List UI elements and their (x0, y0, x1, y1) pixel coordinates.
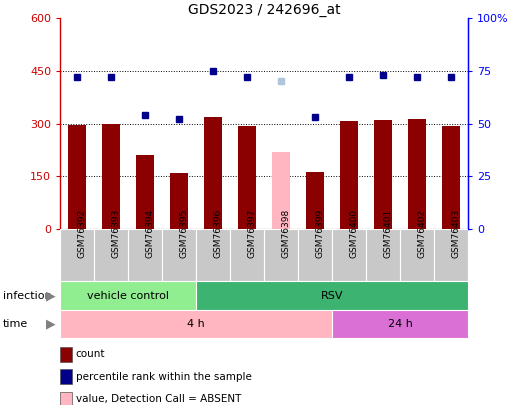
Bar (94, 229, 128, 281)
Text: GSM76399: GSM76399 (315, 209, 324, 258)
Bar (238, 126, 256, 229)
Bar (306, 172, 324, 229)
Bar (340, 121, 358, 229)
Text: time: time (3, 319, 28, 329)
Bar (196, 281, 468, 310)
Text: GSM76401: GSM76401 (383, 209, 392, 258)
Text: GSM76395: GSM76395 (179, 209, 188, 258)
Bar (366, 229, 400, 281)
Bar (60, 281, 196, 310)
Text: 4 h: 4 h (187, 319, 205, 329)
Bar (162, 229, 196, 281)
Text: GSM76393: GSM76393 (111, 209, 120, 258)
Text: RSV: RSV (321, 291, 344, 301)
Bar (332, 229, 366, 281)
Text: GSM76397: GSM76397 (247, 209, 256, 258)
Text: count: count (76, 350, 105, 359)
Bar (128, 229, 162, 281)
Bar (442, 126, 460, 229)
Text: vehicle control: vehicle control (87, 291, 169, 301)
Text: percentile rank within the sample: percentile rank within the sample (76, 372, 252, 382)
Bar (60, 229, 94, 281)
Bar (136, 155, 154, 229)
Bar (298, 229, 332, 281)
Text: ▶: ▶ (47, 318, 56, 330)
Bar (60, 310, 332, 338)
Text: infection: infection (3, 291, 51, 301)
Bar (264, 229, 298, 281)
Bar (272, 151, 290, 229)
Text: GSM76396: GSM76396 (213, 209, 222, 258)
Bar (230, 229, 264, 281)
Text: GSM76403: GSM76403 (451, 209, 460, 258)
Bar (196, 229, 230, 281)
Text: GSM76398: GSM76398 (281, 209, 290, 258)
Bar (170, 173, 188, 229)
Text: 24 h: 24 h (388, 319, 413, 329)
Text: GSM76402: GSM76402 (417, 209, 426, 258)
Bar (400, 229, 434, 281)
Text: GSM76392: GSM76392 (77, 209, 86, 258)
Bar (102, 124, 120, 229)
Bar (408, 119, 426, 229)
Bar (374, 120, 392, 229)
Bar (434, 229, 468, 281)
Text: value, Detection Call = ABSENT: value, Detection Call = ABSENT (76, 394, 241, 404)
Bar (332, 310, 468, 338)
Text: GSM76400: GSM76400 (349, 209, 358, 258)
Title: GDS2023 / 242696_at: GDS2023 / 242696_at (188, 3, 340, 17)
Text: ▶: ▶ (47, 289, 56, 302)
Text: GSM76394: GSM76394 (145, 209, 154, 258)
Bar (204, 117, 222, 229)
Bar (68, 125, 86, 229)
